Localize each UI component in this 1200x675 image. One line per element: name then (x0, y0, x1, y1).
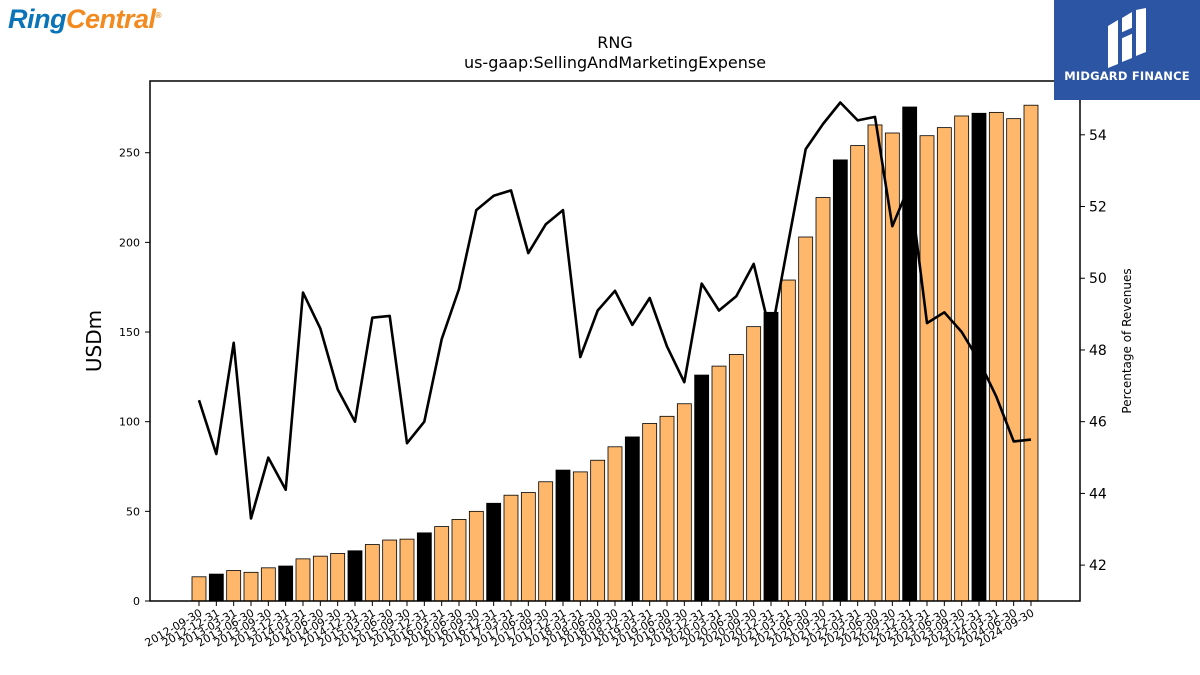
bar (191, 576, 207, 602)
y2-tick-label: 52 (1089, 200, 1107, 216)
bar (468, 510, 484, 602)
y-tick-label: 50 (126, 505, 140, 518)
y-tick-label: 250 (119, 147, 140, 160)
bar (243, 571, 259, 602)
y-tick-label: 200 (119, 236, 140, 249)
bar (728, 354, 744, 602)
bar (815, 197, 831, 602)
y2-tick-label: 46 (1089, 415, 1107, 431)
y2-axis-label: Percentage of Revenues (1120, 268, 1134, 413)
bar (1023, 104, 1039, 602)
bar (330, 553, 346, 602)
bar (1006, 118, 1022, 602)
y2-tick-label: 48 (1089, 343, 1107, 359)
bar (278, 565, 294, 602)
chart-title: RNG (597, 33, 633, 52)
bar (364, 544, 380, 602)
bar (399, 538, 415, 602)
bar (642, 423, 658, 602)
bar (919, 135, 935, 602)
y2-tick-label: 54 (1089, 128, 1107, 144)
y2-tick-label: 50 (1089, 271, 1107, 287)
bar (416, 532, 432, 602)
bar (798, 236, 814, 602)
midgard-finance-logo: MIDGARD FINANCE (1054, 0, 1200, 100)
bar (971, 112, 987, 602)
bar (780, 279, 796, 602)
y2-tick-label: 44 (1089, 486, 1107, 502)
bar (572, 471, 588, 602)
bar (624, 436, 640, 602)
bar (382, 539, 398, 602)
midgard-m-logo-icon (1108, 8, 1146, 68)
bar (954, 115, 970, 602)
y-tick-label: 100 (119, 416, 140, 429)
y-tick-label: 0 (133, 595, 140, 608)
bar (902, 106, 918, 602)
bar (988, 111, 1004, 602)
percentage-line (197, 101, 1032, 520)
y-axis-label: USDm (82, 310, 106, 372)
bar (538, 481, 554, 602)
bar (607, 446, 623, 602)
bar (659, 415, 675, 602)
bar (260, 567, 276, 602)
y2-tick-label: 42 (1089, 558, 1107, 574)
bar (763, 311, 779, 602)
bar (486, 502, 502, 602)
bar (867, 124, 883, 602)
bar (850, 145, 866, 602)
bar (711, 365, 727, 602)
bar (208, 573, 224, 602)
bar (694, 374, 710, 602)
ringcentral-logo: RingCentral® (8, 4, 161, 34)
bar (520, 492, 536, 602)
bar (676, 403, 692, 602)
bar (312, 555, 328, 602)
bar (590, 459, 606, 602)
bar (295, 558, 311, 602)
bar (936, 127, 952, 602)
bar (226, 570, 242, 602)
bar (746, 326, 762, 602)
bar (434, 526, 450, 602)
bar (555, 469, 571, 602)
midgard-finance-name: MIDGARD FINANCE (1064, 69, 1190, 83)
bar (832, 159, 848, 602)
bar (451, 519, 467, 602)
chart-subtitle: us-gaap:SellingAndMarketingExpense (463, 53, 767, 72)
y-tick-label: 150 (119, 326, 140, 339)
bar (503, 494, 519, 602)
bar (347, 550, 363, 602)
